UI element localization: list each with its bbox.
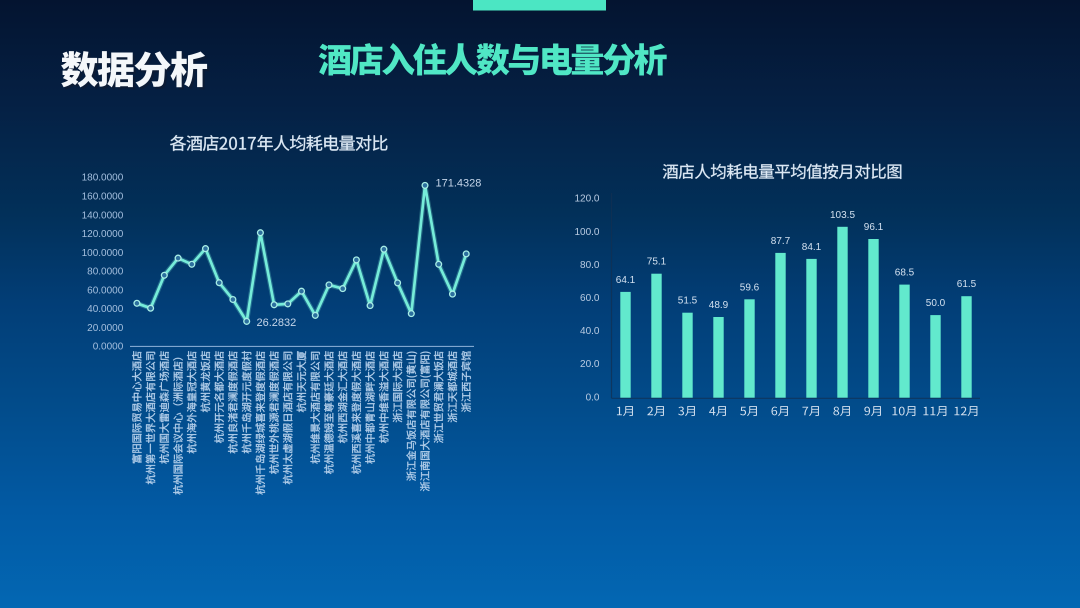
svg-text:61.5: 61.5 <box>957 279 977 290</box>
svg-text:20.0000: 20.0000 <box>87 323 124 334</box>
svg-text:59.6: 59.6 <box>740 282 760 293</box>
svg-text:84.1: 84.1 <box>802 242 822 253</box>
svg-text:80.0: 80.0 <box>580 260 600 271</box>
svg-text:48.9: 48.9 <box>709 300 729 311</box>
svg-text:100.0: 100.0 <box>574 227 599 238</box>
svg-text:171.4328: 171.4328 <box>436 178 482 190</box>
svg-text:50.0: 50.0 <box>926 298 946 309</box>
svg-text:120.0000: 120.0000 <box>82 229 124 240</box>
svg-text:60.0000: 60.0000 <box>87 285 124 296</box>
svg-text:160.0000: 160.0000 <box>82 192 124 203</box>
svg-text:120.0: 120.0 <box>574 194 599 205</box>
svg-text:51.5: 51.5 <box>678 296 698 307</box>
svg-text:40.0000: 40.0000 <box>87 304 124 315</box>
svg-text:60.0: 60.0 <box>580 293 600 304</box>
svg-text:26.2832: 26.2832 <box>257 317 297 329</box>
svg-text:75.1: 75.1 <box>647 257 667 268</box>
svg-text:140.0000: 140.0000 <box>82 210 124 221</box>
svg-text:103.5: 103.5 <box>830 210 855 221</box>
svg-text:68.5: 68.5 <box>895 268 915 279</box>
svg-text:100.0000: 100.0000 <box>82 248 124 259</box>
svg-text:40.0: 40.0 <box>580 326 600 337</box>
svg-text:0.0000: 0.0000 <box>93 342 124 353</box>
svg-text:87.7: 87.7 <box>771 236 791 247</box>
svg-text:64.1: 64.1 <box>616 275 636 286</box>
svg-text:80.0000: 80.0000 <box>87 267 124 278</box>
svg-text:0.0: 0.0 <box>586 392 600 403</box>
svg-text:96.1: 96.1 <box>864 222 884 233</box>
svg-text:180.0000: 180.0000 <box>82 173 124 184</box>
svg-text:20.0: 20.0 <box>580 359 600 370</box>
